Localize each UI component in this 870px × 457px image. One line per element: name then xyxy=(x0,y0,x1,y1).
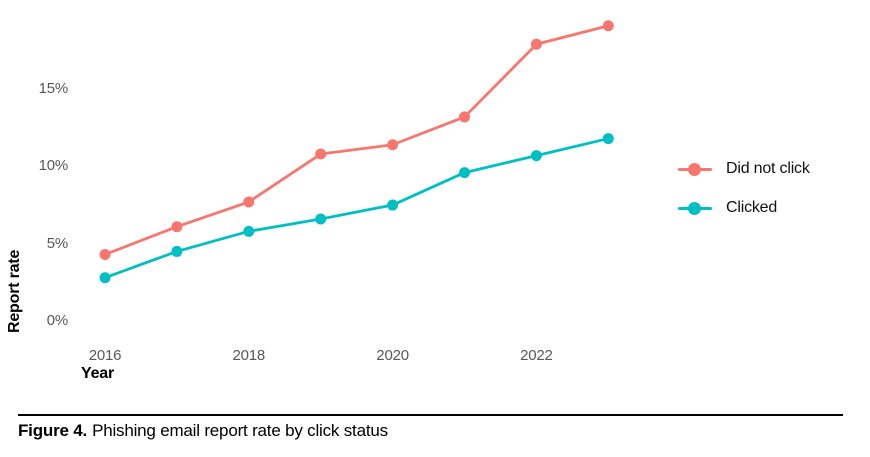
legend-marker-icon xyxy=(678,162,712,176)
point-did-not-click-2022 xyxy=(530,38,542,50)
y-tick-label-10: 10% xyxy=(38,157,69,175)
legend-label-clicked: Clicked xyxy=(726,199,778,216)
y-tick-label-15: 15% xyxy=(38,80,69,98)
x-tick-label-2016: 2016 xyxy=(88,347,122,364)
y-axis-title: Report rate xyxy=(6,249,23,333)
point-clicked-2018 xyxy=(243,225,255,237)
caption-divider xyxy=(18,414,843,416)
x-tick-label-2018: 2018 xyxy=(232,347,266,364)
point-clicked-2020 xyxy=(387,199,399,211)
line-clicked xyxy=(103,137,610,280)
x-tick-label-2020: 2020 xyxy=(376,347,409,364)
figure-caption-label: Figure 4. xyxy=(18,421,88,440)
point-clicked-2019 xyxy=(315,213,327,225)
x-tick-label-2022: 2022 xyxy=(520,347,553,364)
point-did-not-click-2018 xyxy=(243,196,255,208)
point-did-not-click-2019 xyxy=(315,148,327,160)
point-clicked-2016 xyxy=(99,272,111,284)
x-axis-title: Year xyxy=(81,365,115,382)
point-clicked-2021 xyxy=(459,167,470,179)
y-tick-label-5: 5% xyxy=(46,234,68,252)
legend-dot xyxy=(688,201,701,215)
legend-label-did-not-click: Did not click xyxy=(726,160,810,177)
point-did-not-click-2020 xyxy=(387,139,399,151)
point-did-not-click-2017 xyxy=(171,221,183,233)
legend-marker-icon xyxy=(678,201,712,215)
y-tick-label-0: 0% xyxy=(46,312,68,329)
point-did-not-click-2021 xyxy=(459,111,470,123)
point-did-not-click-2016 xyxy=(99,249,111,261)
point-clicked-2023 xyxy=(602,133,614,145)
figure-caption-text: Phishing email report rate by click stat… xyxy=(92,421,388,440)
legend-item-clicked: Clicked xyxy=(678,193,810,223)
legend-dot xyxy=(688,162,701,176)
point-clicked-2017 xyxy=(171,245,183,257)
line-did-not-click xyxy=(103,24,610,256)
point-did-not-click-2023 xyxy=(602,20,614,32)
point-clicked-2022 xyxy=(530,150,542,162)
legend: Did not click Clicked xyxy=(678,154,810,223)
figure-caption: Figure 4. Phishing email report rate by c… xyxy=(18,421,388,441)
legend-item-did-not-click: Did not click xyxy=(678,154,810,184)
